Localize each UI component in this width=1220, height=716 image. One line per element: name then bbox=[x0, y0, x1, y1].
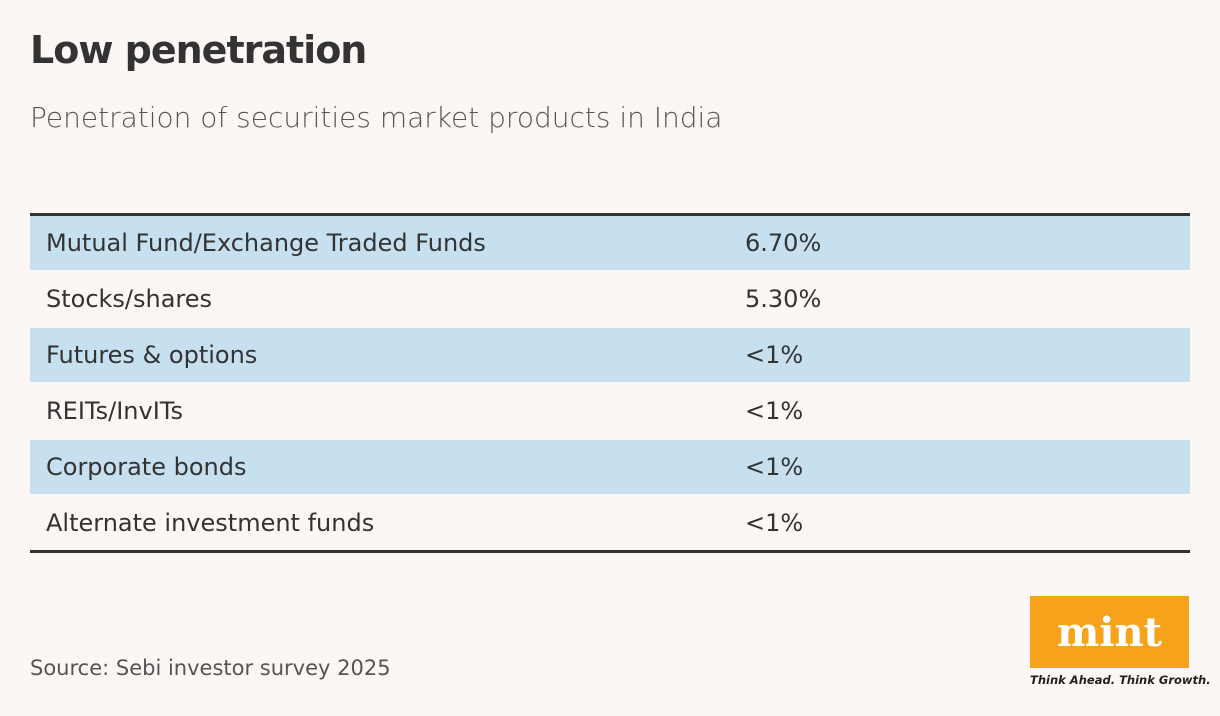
tagline: Think Ahead. Think Growth. bbox=[1030, 673, 1211, 687]
row-value: <1% bbox=[745, 453, 804, 481]
row-label: Stocks/shares bbox=[46, 285, 213, 313]
table-row: Futures & options <1% bbox=[30, 328, 1190, 384]
row-value: <1% bbox=[745, 341, 804, 369]
table-row: Corporate bonds <1% bbox=[30, 440, 1190, 496]
logo: mint bbox=[1030, 596, 1189, 668]
row-label: Mutual Fund/Exchange Traded Funds bbox=[46, 229, 486, 257]
row-value: 5.30% bbox=[745, 285, 822, 313]
row-value: <1% bbox=[745, 397, 804, 425]
table-row: Stocks/shares 5.30% bbox=[30, 272, 1190, 328]
table: Mutual Fund/Exchange Traded Funds 6.70% St… bbox=[30, 213, 1190, 553]
row-value: 6.70% bbox=[745, 229, 822, 257]
table-row: Mutual Fund/Exchange Traded Funds 6.70% bbox=[30, 216, 1190, 272]
row-label: Alternate investment funds bbox=[46, 509, 375, 537]
table-row: Alternate investment funds <1% bbox=[30, 496, 1190, 550]
source: Source: Sebi investor survey 2025 bbox=[30, 656, 391, 680]
subtitle: Penetration of securities market product… bbox=[30, 101, 723, 134]
row-label: Futures & options bbox=[46, 341, 258, 369]
row-value: <1% bbox=[745, 509, 804, 537]
title: Low penetration bbox=[30, 28, 367, 72]
row-label: Corporate bonds bbox=[46, 453, 247, 481]
row-label: REITs/InvITs bbox=[46, 397, 183, 425]
table-row: REITs/InvITs <1% bbox=[30, 384, 1190, 440]
